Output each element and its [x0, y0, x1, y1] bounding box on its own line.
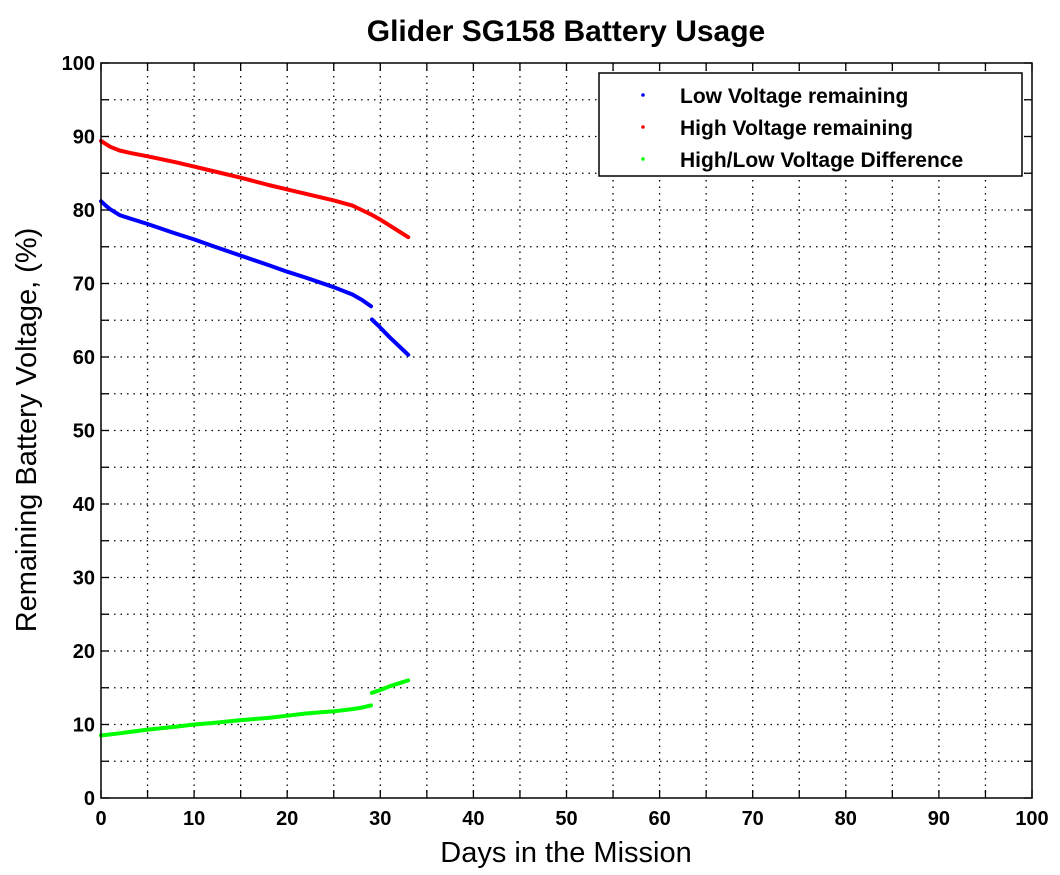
x-tick-label: 70 — [742, 808, 764, 830]
legend-label: Low Voltage remaining — [680, 85, 908, 108]
series-line — [369, 317, 411, 357]
x-tick-labels: 0 10 20 30 40 50 60 70 80 90 100 — [95, 808, 1048, 830]
y-tick-label: 10 — [73, 715, 95, 737]
x-tick-label: 20 — [276, 808, 298, 830]
series-line — [369, 678, 411, 695]
y-tick-label: 40 — [73, 494, 95, 516]
y-tick-label: 20 — [73, 641, 95, 663]
x-tick-label: 50 — [555, 808, 577, 830]
legend-label: High Voltage remaining — [680, 117, 913, 140]
legend-box — [598, 72, 1023, 177]
series-3 — [99, 678, 411, 738]
series-group — [99, 138, 411, 738]
x-tick-label: 10 — [183, 808, 205, 830]
legend: Low Voltage remaining High Voltage remain… — [598, 72, 1023, 177]
y-tick-label: 60 — [73, 347, 95, 369]
axis-ticks — [100, 62, 1033, 799]
y-tick-label: 70 — [73, 274, 95, 296]
y-tick-labels: 0 10 20 30 40 50 60 70 80 90 100 — [62, 53, 95, 810]
x-tick-label: 30 — [369, 808, 391, 830]
series-line — [99, 138, 411, 240]
x-axis-label: Days in the Mission — [440, 837, 691, 869]
x-tick-label: 100 — [1015, 808, 1048, 830]
y-tick-label: 80 — [73, 200, 95, 222]
series-2 — [99, 138, 411, 240]
y-tick-label: 90 — [73, 127, 95, 149]
y-tick-label: 100 — [62, 53, 95, 75]
y-axis-label: Remaining Battery Voltage, (%) — [11, 228, 43, 633]
legend-marker — [641, 93, 645, 97]
y-tick-label: 0 — [84, 788, 95, 810]
series-line — [99, 703, 373, 738]
series-1 — [99, 199, 411, 357]
x-tick-label: 0 — [95, 808, 106, 830]
chart-title: Glider SG158 Battery Usage — [367, 15, 766, 48]
y-tick-label: 50 — [73, 421, 95, 443]
x-tick-label: 40 — [462, 808, 484, 830]
legend-marker — [641, 157, 645, 161]
x-tick-label: 60 — [648, 808, 670, 830]
x-tick-label: 80 — [835, 808, 857, 830]
y-tick-label: 30 — [73, 568, 95, 590]
series-line — [99, 199, 373, 309]
legend-label: High/Low Voltage Difference — [680, 149, 963, 172]
grid-lines — [101, 63, 1032, 798]
legend-marker — [641, 125, 645, 129]
x-tick-label: 90 — [928, 808, 950, 830]
